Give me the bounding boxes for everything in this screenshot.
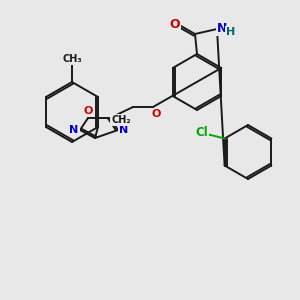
Text: H: H xyxy=(226,27,236,37)
Text: O: O xyxy=(170,17,180,31)
Text: N: N xyxy=(69,125,79,135)
Text: O: O xyxy=(151,109,161,119)
Text: Cl: Cl xyxy=(195,126,208,139)
Text: O: O xyxy=(83,106,93,116)
Text: N: N xyxy=(217,22,227,34)
Text: CH₂: CH₂ xyxy=(111,115,131,125)
Text: CH₃: CH₃ xyxy=(62,54,82,64)
Text: N: N xyxy=(119,125,129,135)
